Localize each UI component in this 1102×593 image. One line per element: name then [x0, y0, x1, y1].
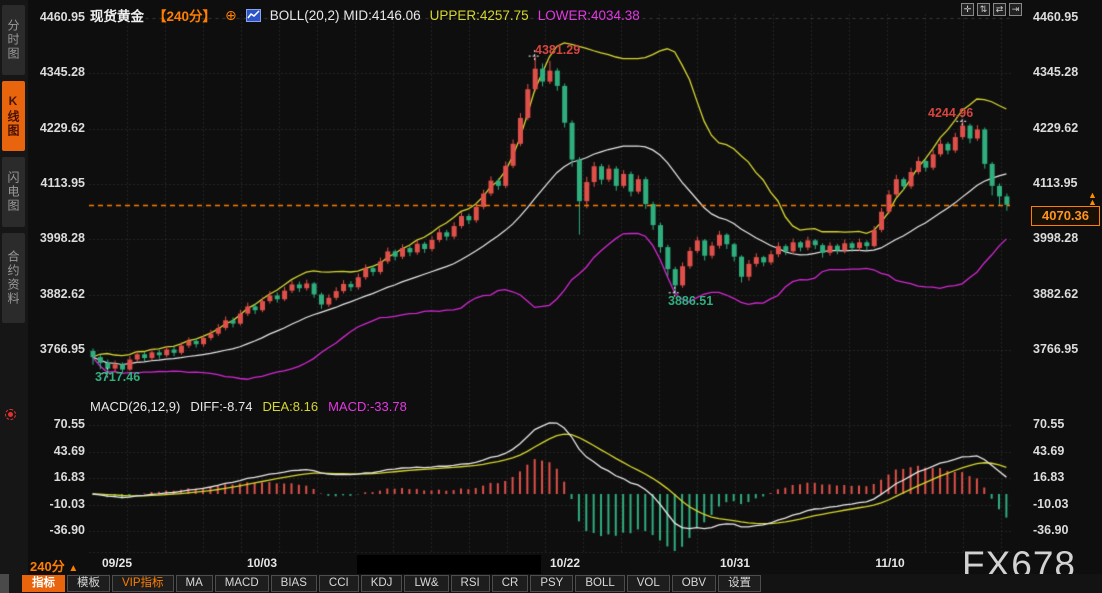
x-axis-label-10/03: 10/03	[239, 556, 285, 570]
macd-dea-value: DEA:8.16	[262, 399, 318, 414]
last-price-tag: 4070.36	[1031, 206, 1100, 226]
boll-lower-value: LOWER:4034.38	[538, 8, 640, 23]
price-axis-label-right: 3766.95	[1033, 342, 1078, 356]
sidebar-tab-4[interactable]: 合约资料	[2, 233, 25, 323]
price-axis-label-right: 4113.95	[1033, 176, 1078, 190]
sidebar-tab-1[interactable]: 分时图	[2, 5, 25, 75]
x-axis-label-11/10: 11/10	[867, 556, 913, 570]
toolbar-item-VIP指标[interactable]: VIP指标	[112, 575, 174, 592]
price-axis-label-right: 3998.28	[1033, 231, 1078, 245]
toolbar-item-PSY[interactable]: PSY	[530, 575, 573, 592]
price-annotation-4381.29: 4381.29	[535, 43, 580, 57]
macd-axis-label-right: 43.69	[1033, 444, 1064, 458]
price-axis-label-left: 3766.95	[28, 342, 85, 356]
chart-tool-icons: ✛⇅⇄⇥	[961, 3, 1022, 16]
boll-mid-value: MID:4146.06	[343, 8, 420, 23]
toolbar-item-BIAS[interactable]: BIAS	[271, 575, 317, 592]
toolbar-item-OBV[interactable]: OBV	[672, 575, 716, 592]
period-label[interactable]: 【240分】	[153, 5, 216, 25]
left-sidebar: 分时图 K线图闪电图合约资料	[0, 0, 28, 593]
chart-application: 分时图 K线图闪电图合约资料 现货黄金 【240分】 ⊕ BOLL(20,2) M…	[0, 0, 1102, 593]
mini-chart-icon[interactable]	[246, 9, 261, 22]
period-badge[interactable]: 240分 ▲	[30, 556, 78, 575]
price-axis-label-right: 4345.28	[1033, 65, 1078, 79]
price-axis-label-left: 3998.28	[28, 231, 85, 245]
crosshair-icon[interactable]: ✛	[961, 3, 974, 16]
sidebar-tab-2[interactable]: K线图	[2, 81, 25, 151]
toolbar-item-CR[interactable]: CR	[492, 575, 529, 592]
macd-axis-label-left: 16.83	[28, 470, 85, 484]
sidebar-tab-3[interactable]: 闪电图	[2, 157, 25, 227]
toolbar-item-CCI[interactable]: CCI	[319, 575, 359, 592]
add-indicator-icon[interactable]: ⊕	[225, 7, 237, 24]
macd-axis-label-right: -10.03	[1033, 497, 1068, 511]
x-axis-label-09/25: 09/25	[94, 556, 140, 570]
collapse-arrow-icon: ▲	[68, 563, 78, 574]
macd-axis-label-left: -10.03	[28, 497, 85, 511]
redacted-region	[357, 555, 541, 574]
live-indicator-icon[interactable]	[5, 409, 16, 420]
macd-axis-label-right: -36.90	[1033, 523, 1068, 537]
macd-axis-label-left: 70.55	[28, 417, 85, 431]
price-axis-label-left: 4113.95	[28, 176, 85, 190]
price-axis-label-left: 3882.62	[28, 287, 85, 301]
price-annotation-3717.46: 3717.46	[95, 370, 140, 384]
macd-axis-label-right: 16.83	[1033, 470, 1064, 484]
chart-header: 现货黄金 【240分】 ⊕ BOLL(20,2) MID:4146.06 UPP…	[90, 5, 640, 25]
macd-header: MACD(26,12,9) DIFF:-8.74 DEA:8.16 MACD:-…	[90, 399, 407, 414]
x-axis-label-10/31: 10/31	[712, 556, 758, 570]
zoom-horizontal-axis-icon[interactable]: ⇄	[993, 3, 1006, 16]
x-axis-label-10/22: 10/22	[542, 556, 588, 570]
price-annotation-4244.96: 4244.96	[928, 106, 973, 120]
boll-settings-label: BOLL(20,2) MID:4146.06	[270, 8, 421, 23]
last-price-marker-icon: ▲ ▲	[1083, 192, 1102, 206]
toolbar-item-MA[interactable]: MA	[176, 575, 213, 592]
boll-upper-value: UPPER:4257.75	[430, 8, 529, 23]
pan-right-icon[interactable]: ⇥	[1009, 3, 1022, 16]
toolbar-item-设置[interactable]: 设置	[718, 575, 761, 592]
toolbar-item-LW&[interactable]: LW&	[404, 575, 448, 592]
macd-axis-label-right: 70.55	[1033, 417, 1064, 431]
macd-axis-label-left: 43.69	[28, 444, 85, 458]
toolbar-item-VOL[interactable]: VOL	[627, 575, 670, 592]
toolbar-item-BOLL[interactable]: BOLL	[575, 575, 624, 592]
toolbar-item-RSI[interactable]: RSI	[451, 575, 490, 592]
macd-settings-label: MACD(26,12,9)	[90, 399, 180, 414]
toolbar-item-模板[interactable]: 模板	[67, 575, 110, 592]
price-macd-chart-canvas[interactable]	[0, 0, 1102, 593]
price-axis-label-right: 4229.62	[1033, 121, 1078, 135]
zoom-vertical-axis-icon[interactable]: ⇅	[977, 3, 990, 16]
macd-axis-label-left: -36.90	[28, 523, 85, 537]
toolbar-item-MACD[interactable]: MACD	[215, 575, 269, 592]
price-axis-label-right: 3882.62	[1033, 287, 1078, 301]
price-axis-label-left: 4229.62	[28, 121, 85, 135]
symbol-title: 现货黄金	[90, 5, 144, 25]
indicator-toolbar: 指标模板VIP指标MAMACDBIASCCIKDJLW&RSICRPSYBOLL…	[22, 574, 1102, 593]
price-axis-label-left: 4460.95	[28, 10, 85, 24]
toolbar-item-指标[interactable]: 指标	[22, 575, 65, 592]
corner-handle[interactable]	[0, 574, 9, 593]
price-annotation-3886.51: 3886.51	[668, 294, 713, 308]
toolbar-item-KDJ[interactable]: KDJ	[361, 575, 403, 592]
macd-bar-value: MACD:-33.78	[328, 399, 407, 414]
price-axis-label-left: 4345.28	[28, 65, 85, 79]
price-axis-label-right: 4460.95	[1033, 10, 1078, 24]
macd-diff-value: DIFF:-8.74	[190, 399, 252, 414]
